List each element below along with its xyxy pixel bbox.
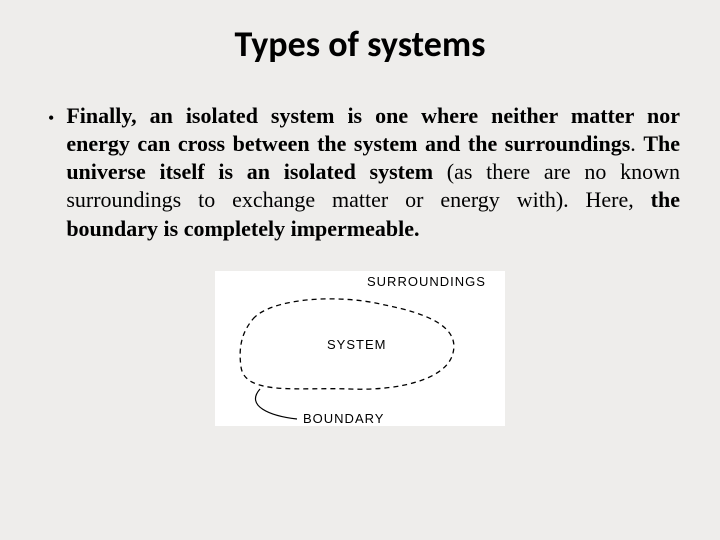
- system-boundary-diagram: SURROUNDINGS SYSTEM BOUNDARY: [215, 271, 505, 426]
- lead-word: Finally,: [66, 103, 136, 128]
- label-system: SYSTEM: [327, 337, 386, 352]
- bullet-marker: •: [48, 104, 54, 132]
- plain-segment-1: .: [630, 131, 643, 156]
- bold-segment-1: an isolated system is one where neither …: [66, 103, 680, 156]
- slide-title: Types of systems: [40, 22, 680, 66]
- label-surroundings: SURROUNDINGS: [367, 274, 486, 289]
- bullet-item: • Finally, an isolated system is one whe…: [40, 102, 680, 243]
- diagram-container: SURROUNDINGS SYSTEM BOUNDARY: [40, 271, 680, 426]
- slide: Types of systems • Finally, an isolated …: [0, 0, 720, 540]
- label-boundary: BOUNDARY: [303, 411, 384, 426]
- body-paragraph: Finally, an isolated system is one where…: [66, 102, 680, 243]
